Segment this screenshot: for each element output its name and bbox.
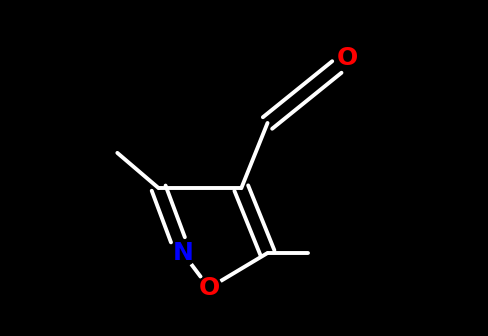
Text: N: N [172, 241, 193, 265]
Text: O: O [199, 276, 220, 300]
Text: O: O [337, 46, 359, 70]
